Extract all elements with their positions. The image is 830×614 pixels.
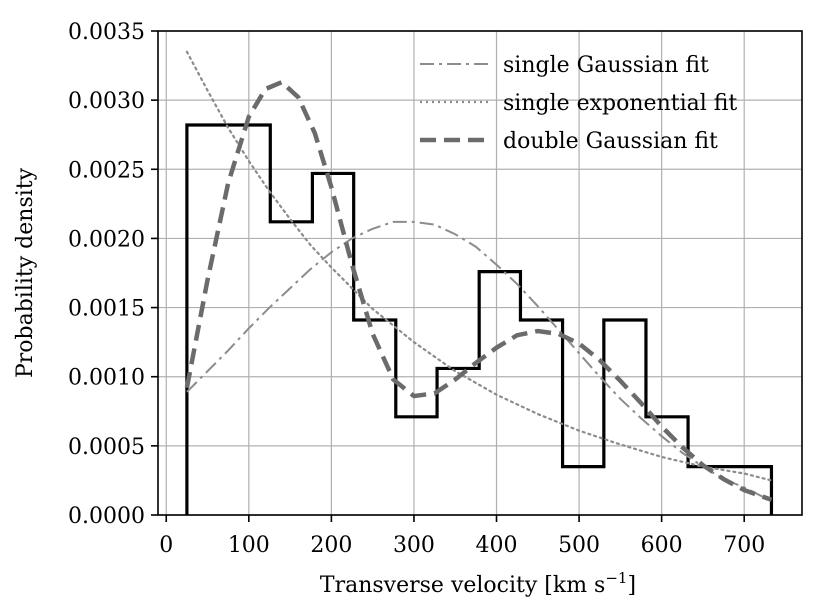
x-axis-label-superscript: −1: [605, 569, 627, 587]
x-axis-label: Transverse velocity [km s−1]: [320, 569, 636, 598]
x-tick-label-7: 700: [723, 533, 765, 558]
series-line-1: [185, 50, 773, 482]
x-tick-label-2: 200: [310, 533, 352, 558]
legend-label-1: single exponential fit: [503, 91, 737, 116]
legend: single Gaussian fit single exponential fi…: [420, 53, 737, 154]
x-tick-label-4: 400: [476, 533, 518, 558]
y-tick-label-3: 0.0015: [68, 297, 145, 322]
histogram: [185, 123, 774, 515]
y-tick-label-6: 0.0030: [68, 89, 145, 114]
x-tick-label-3: 300: [393, 533, 435, 558]
x-axis-label-suffix: ]: [627, 573, 636, 598]
x-tick-label-0: 0: [159, 533, 173, 558]
axis-ticks: 0 100 200 300 400 500 600 700 0.0000 0.0005 0.0010…: [68, 20, 765, 558]
legend-label-2: double Gaussian fit: [503, 129, 718, 154]
x-axis-label-main: Transverse velocity [km s: [320, 573, 605, 598]
plot-frame: [157, 30, 803, 516]
y-tick-label-2: 0.0010: [68, 366, 145, 391]
x-tick-label-1: 100: [228, 533, 270, 558]
series-line-2: [184, 79, 773, 502]
histogram-outline: [185, 123, 774, 515]
y-tick-label-4: 0.0020: [68, 227, 145, 252]
y-tick-label-1: 0.0005: [68, 435, 145, 460]
legend-label-0: single Gaussian fit: [503, 53, 709, 78]
series-line-0: [186, 220, 772, 503]
y-axis-label: Probability density: [13, 167, 38, 378]
fit-lines: [184, 50, 773, 503]
x-tick-label-6: 600: [641, 533, 683, 558]
y-tick-label-7: 0.0035: [68, 20, 145, 45]
y-tick-label-0: 0.0000: [68, 504, 145, 529]
x-tick-label-5: 500: [558, 533, 600, 558]
y-tick-label-5: 0.0025: [68, 158, 145, 183]
